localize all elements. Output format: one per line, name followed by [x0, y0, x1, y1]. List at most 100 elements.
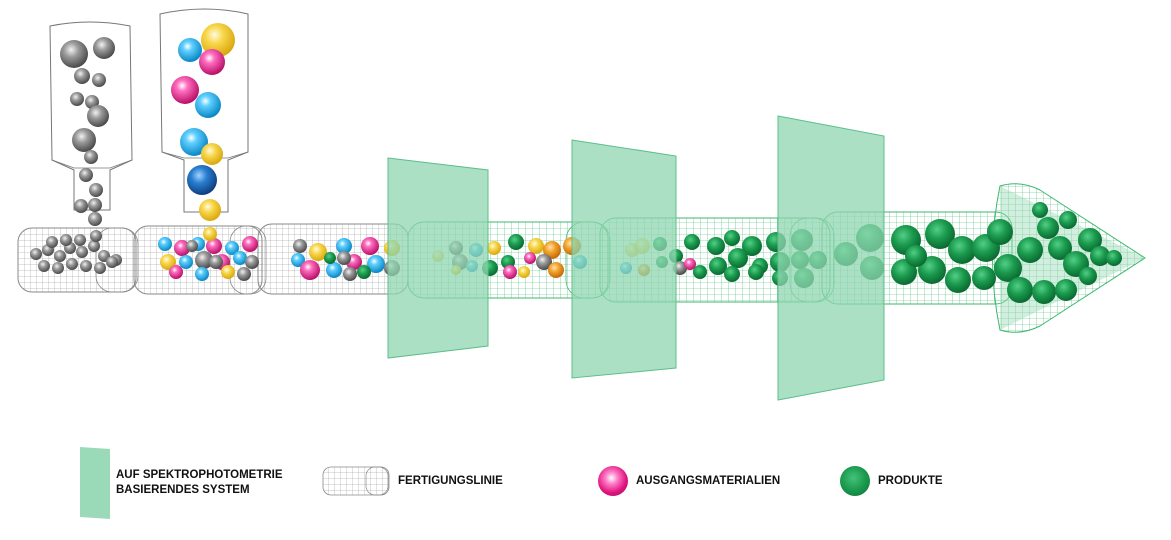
product-ball: [925, 219, 955, 249]
product-ball: [1079, 267, 1097, 285]
product-ball: [1059, 211, 1077, 229]
material-ball: [80, 260, 92, 272]
material-ball: [72, 128, 96, 152]
material-ball: [171, 76, 199, 104]
product-ball: [1037, 217, 1059, 239]
material-ball: [245, 255, 259, 269]
product-ball: [905, 245, 927, 267]
material-ball: [536, 254, 552, 270]
material-ball: [203, 227, 217, 241]
material-ball: [199, 49, 225, 75]
material-ball: [543, 241, 561, 259]
material-ball: [93, 37, 115, 59]
product-ball: [693, 265, 707, 279]
legend: AUF SPEKTROPHOTOMETRIE BASIERENDES SYSTE…: [0, 440, 1171, 540]
product-ball: [724, 230, 740, 246]
legend-magenta-ball: [598, 466, 628, 496]
material-ball: [66, 258, 78, 270]
product-ball: [948, 236, 976, 264]
product-ball: [1017, 237, 1043, 263]
material-ball: [79, 168, 93, 182]
material-ball: [201, 143, 223, 165]
material-ball: [89, 183, 103, 197]
product-ball: [987, 219, 1013, 245]
material-ball: [160, 254, 176, 270]
material-ball: [300, 260, 320, 280]
material-ball: [209, 255, 223, 269]
product-ball: [1032, 280, 1056, 304]
material-ball: [30, 248, 42, 260]
material-ball: [74, 199, 88, 213]
legend-green-ball: [840, 466, 870, 496]
material-ball: [84, 150, 98, 164]
material-ball: [367, 255, 385, 273]
material-ball: [684, 258, 696, 270]
material-ball: [60, 234, 72, 246]
product-ball: [1007, 277, 1033, 303]
material-ball: [187, 165, 217, 195]
product-ball: [357, 265, 371, 279]
material-ball: [309, 243, 327, 261]
material-ball: [158, 237, 172, 251]
product-ball: [508, 234, 524, 250]
material-ball: [88, 212, 102, 226]
material-ball: [206, 238, 222, 254]
product-ball: [1078, 228, 1102, 252]
spectro-panel-1: [387, 157, 489, 359]
material-ball: [337, 251, 351, 265]
product-ball: [742, 236, 762, 256]
material-ball: [54, 250, 66, 262]
legend-raw-materials-label: AUSGANGSMATERIALIEN: [636, 474, 781, 487]
material-ball: [195, 251, 213, 269]
product-ball: [1090, 246, 1110, 266]
material-ball: [233, 251, 247, 265]
material-ball: [487, 241, 501, 255]
material-ball: [237, 267, 251, 281]
material-ball: [74, 234, 86, 246]
legend-line-swatch: [322, 466, 390, 496]
material-ball: [361, 237, 379, 255]
material-ball: [74, 68, 90, 84]
product-ball: [748, 264, 764, 280]
material-ball: [528, 238, 544, 254]
product-ball: [1032, 202, 1048, 218]
material-ball: [88, 198, 102, 212]
material-ball: [225, 241, 239, 255]
product-ball: [918, 256, 946, 284]
material-ball: [46, 236, 58, 248]
spectro-panel-3: [777, 115, 885, 401]
material-ball: [186, 240, 198, 252]
legend-production-line: FERTIGUNGSLINIE: [322, 466, 503, 496]
material-ball: [221, 265, 235, 279]
production-process-diagram: [17, 8, 1146, 401]
product-ball: [724, 266, 740, 282]
material-ball: [336, 238, 352, 254]
material-and-product-balls: [30, 202, 1122, 304]
material-ball: [291, 253, 305, 267]
material-ball: [169, 265, 183, 279]
material-ball: [343, 267, 357, 281]
legend-spectro: AUF SPEKTROPHOTOMETRIE BASIERENDES SYSTE…: [80, 446, 283, 520]
legend-raw-materials: AUSGANGSMATERIALIEN: [598, 466, 780, 496]
product-ball: [707, 237, 725, 255]
material-ball: [60, 40, 88, 68]
material-ball: [242, 236, 258, 252]
material-ball: [38, 260, 50, 272]
material-ball: [199, 199, 221, 221]
material-ball: [92, 73, 106, 87]
material-ball: [52, 262, 64, 274]
product-ball: [709, 257, 727, 275]
material-ball: [88, 240, 100, 252]
material-ball: [524, 252, 536, 264]
material-ball: [70, 92, 84, 106]
spectro-panel-2: [571, 139, 677, 379]
material-ball: [548, 262, 564, 278]
product-ball: [1106, 250, 1122, 266]
product-ball: [684, 234, 700, 250]
legend-products-label: PRODUKTE: [878, 474, 943, 487]
material-ball: [106, 256, 118, 268]
legend-spectro-line2: BASIERENDES SYSTEM: [116, 484, 250, 496]
material-ball: [90, 230, 102, 242]
material-ball: [293, 239, 307, 253]
legend-spectro-line1: AUF SPEKTROPHOTOMETRIE: [116, 469, 283, 481]
